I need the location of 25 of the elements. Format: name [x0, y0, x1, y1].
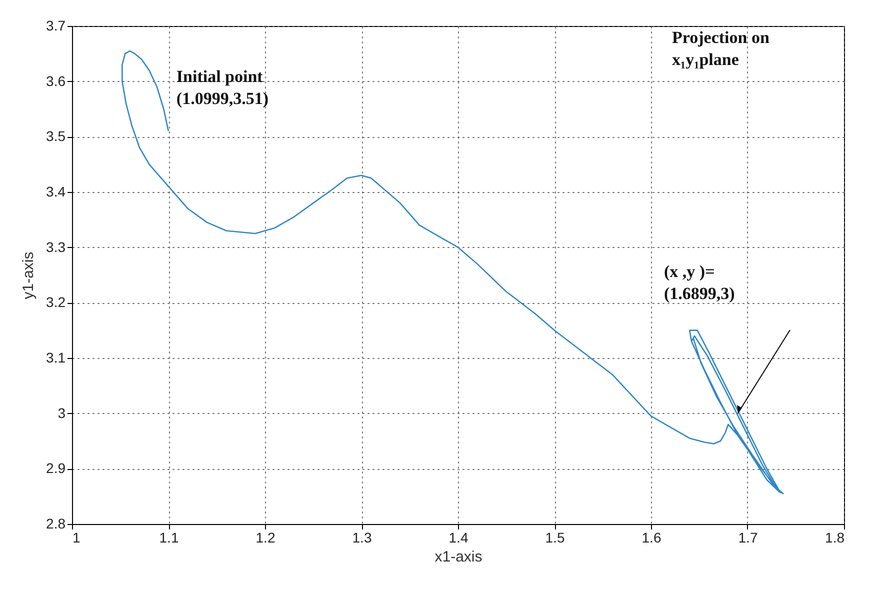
y-tick-label: 2.9 — [46, 460, 66, 476]
y-tick-label: 3.1 — [46, 350, 66, 366]
x-tick-label: 1.2 — [256, 530, 276, 546]
x-axis-title: x1-axis — [434, 548, 482, 566]
x-tick-label: 1.8 — [825, 530, 845, 546]
y-tick-label: 3.7 — [46, 18, 66, 34]
x-tick-label: 1.7 — [738, 530, 758, 546]
y-tick-label: 3.2 — [46, 294, 66, 310]
y-axis-title: y1-axis — [20, 252, 38, 300]
y-tick-label: 2.8 — [46, 516, 66, 532]
x-tick-label: 1.5 — [545, 530, 565, 546]
y-tick-label: 3 — [58, 404, 66, 421]
y-tick-label: 3.6 — [46, 72, 66, 89]
line-series — [122, 50, 784, 494]
annotation: Initial point (1.0999,3.51) — [176, 67, 268, 108]
y-tick-label: 3.4 — [46, 184, 66, 200]
x-tick-label: 1.3 — [352, 530, 372, 546]
y-tick-label: 3.5 — [46, 128, 66, 144]
x-tick-label: 1.1 — [159, 530, 179, 546]
x-tick-label: 1.6 — [642, 530, 662, 546]
annotation: Projection on x₁y₁plane — [672, 28, 770, 69]
y-tick-label: 3.3 — [46, 238, 66, 255]
annotation: (x ,y )= (1.6899,3) — [664, 262, 735, 303]
x-tick-label: 1 — [72, 530, 80, 546]
x-tick-label: 1.4 — [448, 530, 468, 546]
